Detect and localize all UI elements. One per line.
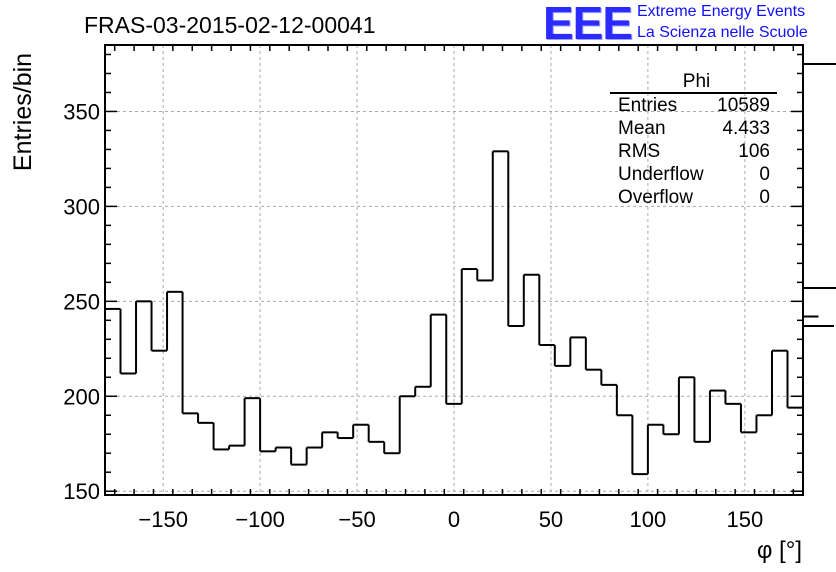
stats-row-overflow: Overflow 0 [610,186,777,209]
grid-lines [105,45,803,495]
x-tick-label: 50 [539,507,563,532]
logo-text-line2: La Scienza nelle Scuole [637,24,808,41]
x-tick-label: −150 [138,507,188,532]
x-tick-label: 150 [726,507,763,532]
x-tick-label: −50 [338,507,375,532]
axis-ticks [105,45,803,495]
stats-value: 0 [759,187,770,208]
stats-value: 106 [738,141,770,162]
y-axis-label: Entries/bin [9,53,37,171]
stats-box: Phi Entries 10589 Mean 4.433 RMS 106 Und… [610,71,777,209]
stats-label: Entries [618,95,678,116]
eee-logo: EEE [543,0,633,49]
y-tick-label: 300 [63,194,100,219]
y-tick-label: 200 [63,384,100,409]
tick-labels: −150 −100 −50 0 50 100 150 150 200 250 300 350 [63,99,763,532]
stats-row-underflow: Underflow 0 [610,163,777,186]
stats-value: 0 [759,164,770,185]
histogram-bars [105,62,836,476]
stats-row-mean: Mean 4.433 [610,117,777,140]
stats-value: 10589 [717,95,770,116]
x-tick-label: 100 [630,507,667,532]
stats-label: Mean [618,118,666,139]
stats-label: RMS [618,141,661,162]
y-tick-label: 150 [63,479,100,504]
chart-title: FRAS-03-2015-02-12-00041 [84,12,376,38]
stats-label: Underflow [618,164,704,185]
stats-value: 4.433 [722,118,770,139]
x-tick-label: 0 [448,507,460,532]
y-tick-label: 250 [63,289,100,314]
logo-text-line1: Extreme Energy Events [637,3,806,20]
x-tick-label: −100 [235,507,285,532]
x-axis-label: φ [°] [757,537,802,564]
y-tick-label: 350 [63,99,100,124]
stats-row-entries: Entries 10589 [610,94,777,117]
stats-label: Overflow [618,187,693,208]
stats-box-title: Phi [610,71,777,94]
plot-frame [104,44,804,496]
stats-row-rms: RMS 106 [610,140,777,163]
